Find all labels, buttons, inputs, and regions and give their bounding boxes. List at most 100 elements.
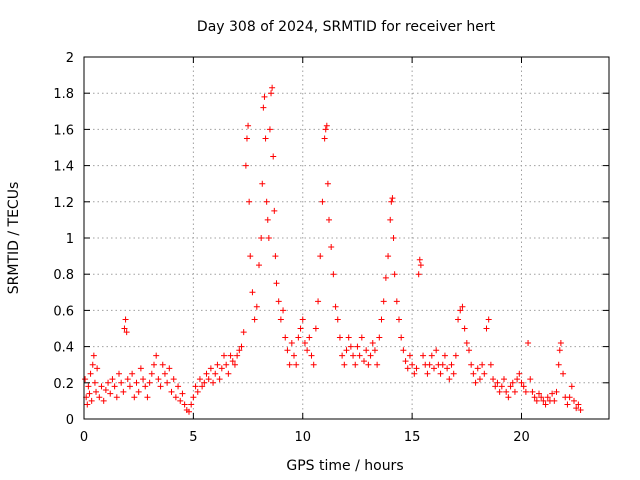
data-point: [205, 376, 212, 383]
data-point: [437, 370, 444, 377]
data-point: [538, 394, 545, 401]
data-point: [527, 376, 534, 383]
data-point: [190, 394, 197, 401]
data-point: [555, 361, 562, 368]
y-axis-label: SRMTID / TECUs: [6, 182, 22, 295]
y-tick-label: 0: [66, 413, 74, 428]
y-tick-label: 0.6: [53, 304, 74, 319]
data-point: [113, 394, 120, 401]
data-point: [272, 253, 279, 260]
data-point: [378, 316, 385, 323]
data-point: [234, 352, 241, 359]
data-point: [402, 358, 409, 365]
data-point: [575, 401, 582, 408]
data-point: [328, 244, 335, 251]
data-point: [380, 298, 387, 305]
x-axis-label: GPS time / hours: [286, 458, 403, 474]
data-point: [433, 347, 440, 354]
data-point: [218, 365, 225, 372]
data-point: [367, 352, 374, 359]
data-point: [100, 397, 107, 404]
data-point: [297, 325, 304, 332]
grid: [84, 57, 609, 419]
data-point: [118, 379, 125, 386]
data-point: [518, 379, 525, 386]
data-point: [179, 390, 186, 397]
data-point: [339, 352, 346, 359]
data-point: [210, 379, 217, 386]
data-point: [304, 347, 311, 354]
data-point: [249, 289, 256, 296]
data-point: [295, 334, 302, 341]
y-tick-label: 1.6: [53, 123, 74, 138]
data-point: [398, 334, 405, 341]
data-point: [374, 361, 381, 368]
data-point: [566, 394, 573, 401]
data-point: [503, 388, 510, 395]
x-tick-label: 15: [404, 430, 421, 445]
data-point: [277, 316, 284, 323]
data-point: [199, 383, 206, 390]
data-point: [265, 235, 272, 241]
data-point: [492, 383, 499, 390]
data-point: [463, 339, 470, 346]
data-point: [529, 388, 536, 395]
data-point: [396, 316, 402, 323]
data-point: [385, 253, 392, 260]
x-tick-label: 10: [294, 430, 311, 445]
data-point: [223, 361, 230, 368]
data-point: [428, 352, 435, 359]
data-point: [417, 262, 424, 269]
data-point: [246, 198, 253, 205]
data-point: [88, 397, 95, 404]
data-point: [166, 365, 173, 372]
data-point: [151, 361, 157, 368]
data-point: [102, 387, 109, 394]
data-point: [94, 365, 101, 372]
data-point: [260, 104, 267, 111]
data-point: [450, 370, 457, 377]
data-point: [236, 347, 243, 354]
data-point: [308, 352, 315, 359]
data-point: [389, 195, 396, 202]
data-point: [553, 388, 560, 395]
data-point: [275, 298, 282, 305]
data-point: [371, 347, 378, 354]
data-point: [466, 347, 472, 354]
data-point: [135, 388, 142, 395]
data-point: [540, 397, 547, 404]
data-point: [231, 361, 238, 368]
data-point: [266, 126, 273, 133]
data-point: [280, 307, 287, 314]
data-point: [452, 352, 459, 359]
data-point: [564, 401, 571, 408]
data-point: [288, 339, 295, 346]
data-point: [203, 370, 210, 377]
data-point: [146, 379, 153, 386]
data-point: [363, 347, 370, 354]
data-point: [505, 394, 512, 401]
x-tick-label: 0: [80, 430, 88, 445]
y-tick-label: 1: [66, 232, 74, 247]
data-point: [424, 370, 431, 377]
x-tick-label: 5: [189, 430, 197, 445]
data-point: [268, 90, 275, 97]
chart-title: Day 308 of 2024, SRMTID for receiver her…: [197, 19, 496, 35]
data-point: [85, 383, 92, 390]
data-point: [388, 198, 395, 205]
data-point: [137, 365, 144, 372]
data-point: [291, 352, 297, 359]
data-point: [159, 361, 166, 368]
data-point: [382, 274, 389, 281]
y-tick-label: 0.8: [53, 268, 74, 283]
data-point: [498, 383, 505, 390]
data-point: [240, 329, 247, 336]
data-point: [122, 316, 129, 323]
data-point: [105, 379, 112, 386]
data-point: [533, 397, 540, 404]
data-point: [542, 401, 549, 408]
data-point: [245, 122, 252, 129]
data-point: [256, 262, 262, 269]
data-point: [238, 343, 245, 350]
data-point: [459, 303, 466, 310]
